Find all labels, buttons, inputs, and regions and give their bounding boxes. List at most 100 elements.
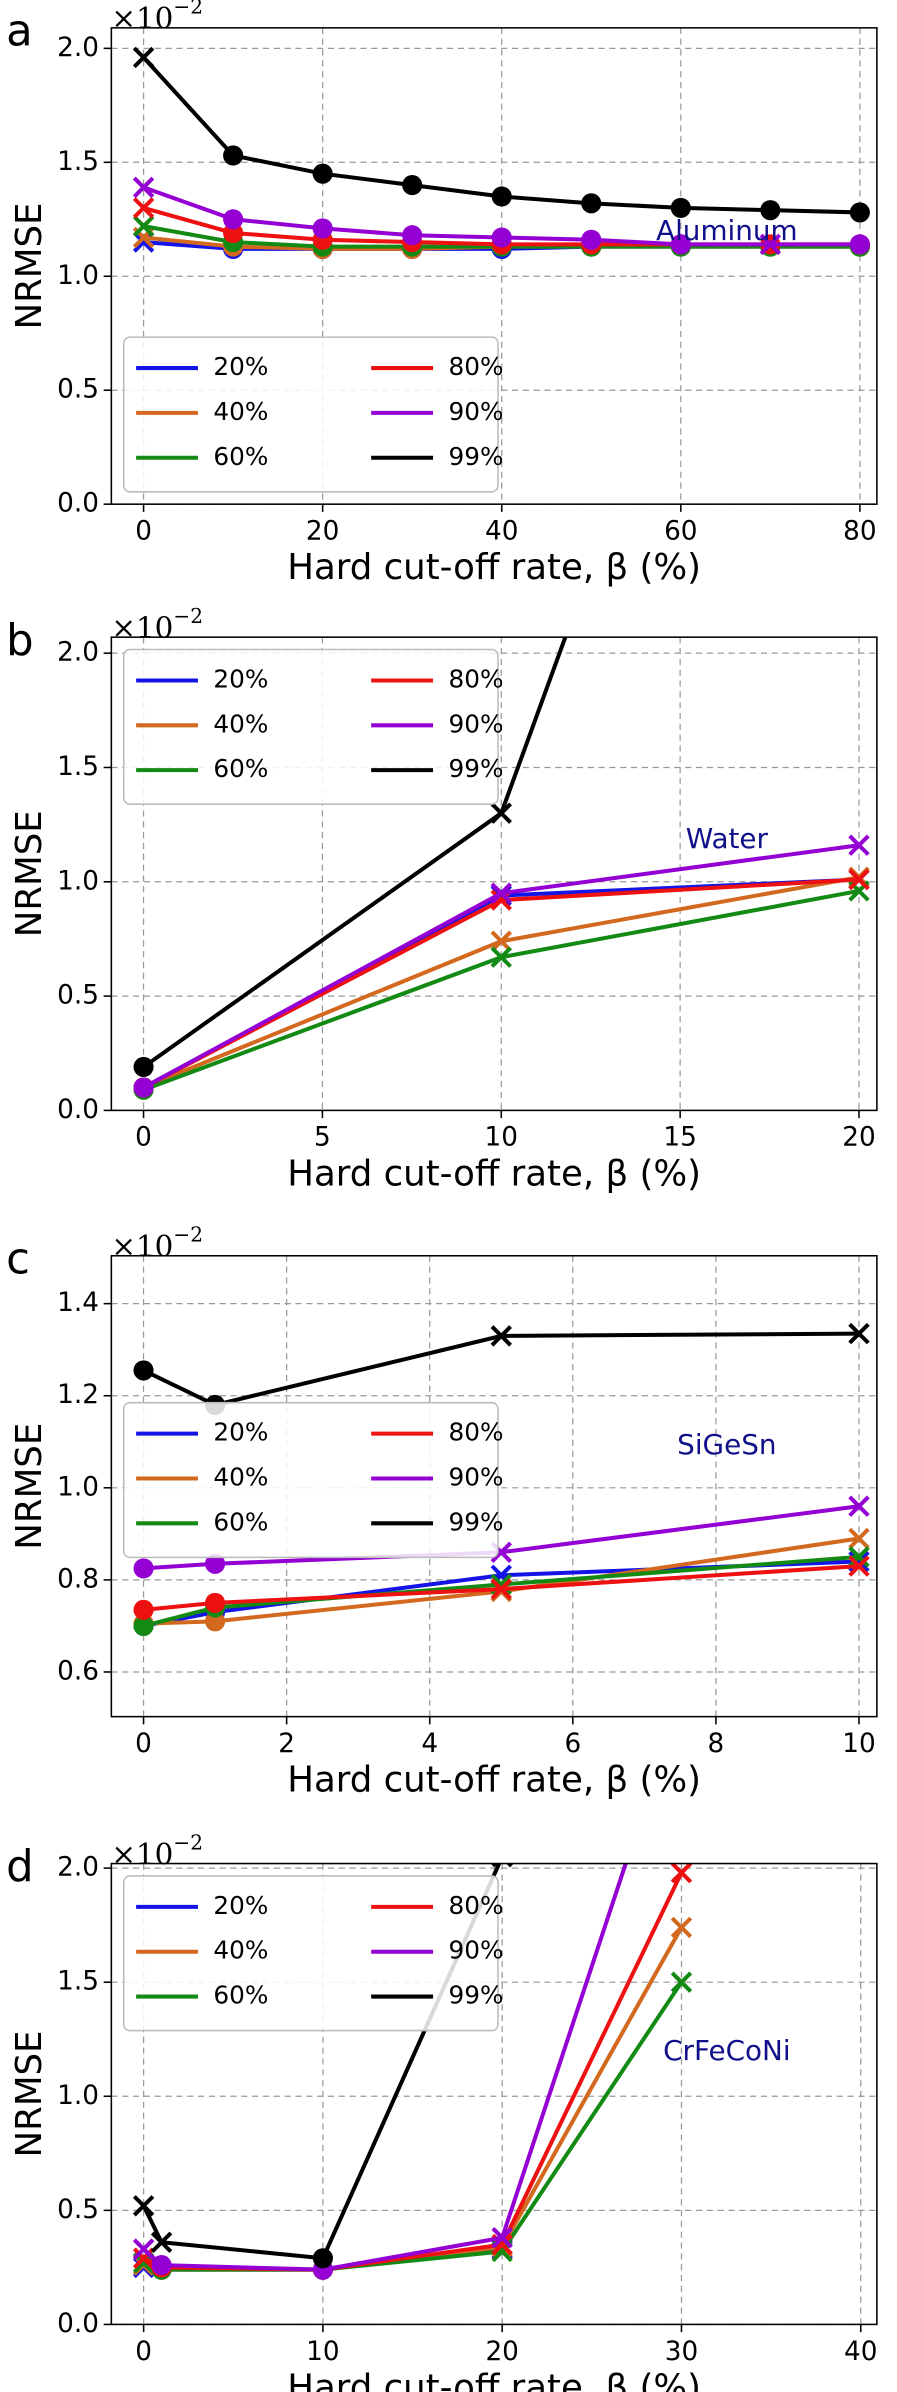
x-tick-label: 15 [663,1123,696,1153]
cross-marker [132,2195,155,2217]
y-axis-label: NRMSE [9,810,50,937]
x-tick-label: 20 [485,2337,518,2367]
y-tick-label: 1.0 [57,866,99,896]
circle-marker [205,1592,226,1613]
cross-marker [490,946,512,968]
series-line [142,1331,860,1408]
legend-label: 20% [213,1418,268,1447]
x-tick-label: 0 [135,1123,152,1153]
x-tick-label: 5 [314,1123,331,1153]
y-tick-label: 1.5 [57,1967,99,1997]
cross-marker [848,1495,870,1517]
series-line [141,1863,502,2261]
cross-marker [132,231,155,253]
cross-marker [490,930,512,952]
legend-label: 20% [213,1891,268,1920]
legend-label: 90% [449,397,504,426]
y-tick-label: 1.0 [57,2081,99,2111]
panel: 0.0 0.5 1.0 1.5 2.0 0 5 10 15 20 b ×10−2 Hard cut-of… [6,604,878,1194]
series-line [143,1564,860,1612]
cross-marker [848,1322,870,1345]
circle-marker [670,234,691,255]
axis-multiplier: ×10−2 [111,1222,203,1263]
cross-marker [490,1578,512,1600]
legend-label: 99% [449,1507,504,1536]
x-tick-label: 20 [842,1123,875,1153]
circle-marker [205,1553,226,1574]
multiplier-exp: −2 [173,0,203,18]
legend-box [122,1875,499,2032]
cross-marker [491,2227,513,2249]
circle-marker [312,163,333,184]
x-tick-label: 40 [485,517,518,547]
circle-marker [312,218,333,239]
cross-marker [848,1555,870,1577]
legend-box [122,336,499,493]
legend-label: 90% [449,1462,504,1491]
annotation: CrFeCoNi [663,2034,790,2067]
y-tick-label: 1.5 [57,752,99,782]
legend-label: 90% [449,709,504,738]
circle-marker [133,1077,154,1098]
series-line [143,1559,860,1628]
cross-marker [670,1971,693,1993]
legend-label: 40% [213,709,268,738]
x-tick-label: 0 [135,517,152,547]
circle-marker [133,1056,154,1078]
x-tick-label: 10 [485,1123,518,1153]
circle-marker [133,1360,154,1381]
x-tick-label: 20 [306,517,339,547]
circle-marker [491,227,512,248]
legend-label: 60% [213,1507,268,1536]
circle-marker [402,175,423,196]
plot-frame [110,1254,878,1718]
legend-label: 80% [449,352,504,381]
x-tick-label: 6 [564,1729,581,1759]
circle-marker [849,202,870,223]
axis-multiplier: ×10−2 [111,1830,203,1871]
legend-label: 40% [213,397,268,426]
multiplier-base: ×10 [111,1,173,35]
legend-label: 20% [213,352,268,381]
legend-label: 80% [449,1418,504,1447]
y-tick-label: 2.0 [57,638,99,668]
circle-marker [133,1599,154,1620]
plot-area [132,1863,693,2280]
legend-label: 60% [213,1981,268,2010]
cross-marker [670,1916,693,1939]
circle-marker [151,2255,172,2276]
circle-marker [205,1611,226,1632]
legend-label: 60% [213,442,268,471]
circle-marker [312,2248,333,2269]
plot-area [133,1322,870,1636]
y-tick-label: 0.0 [57,2309,99,2339]
panel-label: d [6,1842,33,1892]
legend-label: 40% [213,1936,268,1965]
plot-area [132,46,870,259]
x-tick-label: 30 [665,2337,698,2367]
cross-marker [490,802,512,824]
circle-marker [670,197,691,218]
legend-box [122,1401,499,1559]
x-tick-label: 0 [135,1729,152,1759]
legend-label: 99% [449,442,504,471]
series-line [143,1536,860,1626]
cross-marker [848,834,870,856]
y-tick-label: 0.5 [57,981,99,1011]
multiplier-base: ×10 [111,1837,173,1871]
plot-area [133,637,870,1100]
x-tick-label: 10 [842,1729,875,1759]
legend-label: 20% [213,664,268,693]
y-tick-label: 1.0 [57,261,99,291]
plot-frame [110,636,878,1112]
legend-label: 40% [213,1462,268,1491]
legend-label: 99% [449,754,504,783]
plot-frame [110,1862,878,2326]
cross-marker [132,46,155,69]
y-tick-label: 1.2 [57,1380,99,1410]
legend-label: 90% [449,1936,504,1965]
panel-label: c [6,1234,30,1284]
y-axis-label: NRMSE [9,203,50,330]
